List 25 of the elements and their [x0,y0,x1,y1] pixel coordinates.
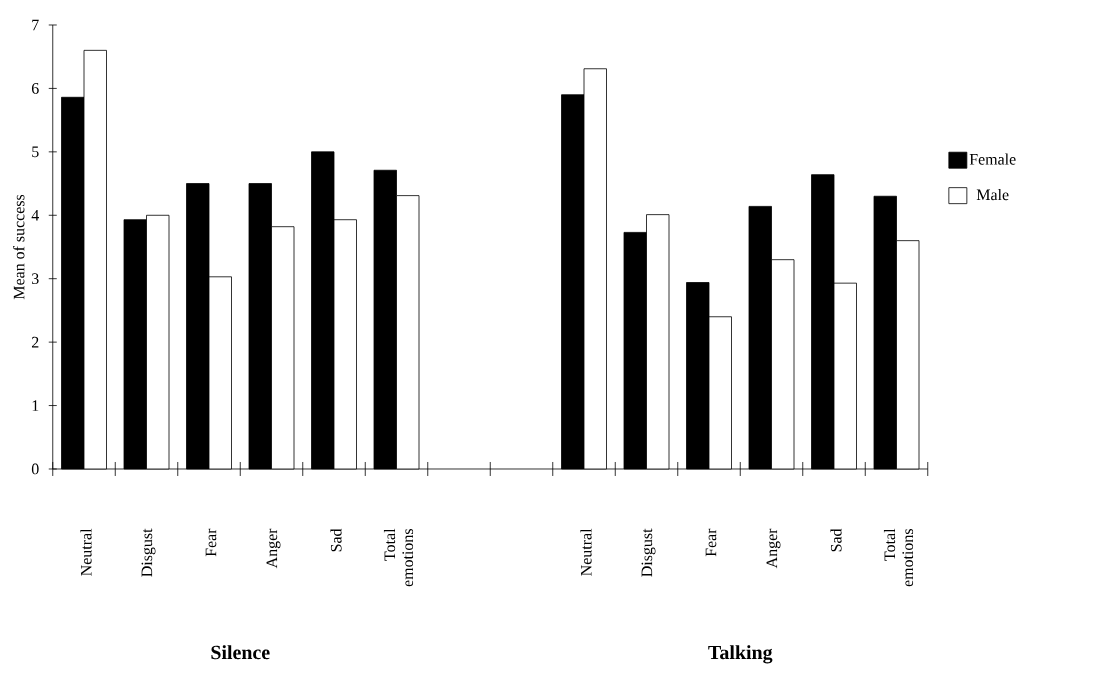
y-tick-label: 4 [31,210,39,221]
text: Talking [708,645,773,664]
text: Silence [211,645,270,660]
y-tick-label: 0 [31,463,39,475]
x-tick-label: Fear [705,528,717,557]
x-tick-label: Fear [205,528,217,557]
y-tick-label: 7 [32,19,39,31]
y-tick-label: 2 [31,336,39,348]
x-tick-label: Total emotions [383,528,414,587]
legend-label: Female [969,153,1016,165]
x-tick-label: Sad [830,528,842,552]
x-tick-label: Anger [766,528,781,569]
x-tick-label: Sad [330,528,342,552]
y-tick-label: 6 [31,83,39,94]
x-tick-label: Neutral [80,528,92,576]
x-tick-label: Disgust [641,528,656,577]
x-tick-label: Anger [266,528,281,569]
x-tick-label: Total emotions [883,528,914,587]
x-tick-label: Disgust [141,528,156,577]
y-tick-label: 3 [32,273,39,285]
y-tick-label: 5 [32,146,39,158]
y-tick-label: 1 [32,400,39,411]
legend-label: Male [976,188,1009,201]
y-axis-title: Mean of success [13,194,25,300]
x-tick-label: Neutral [580,528,592,576]
